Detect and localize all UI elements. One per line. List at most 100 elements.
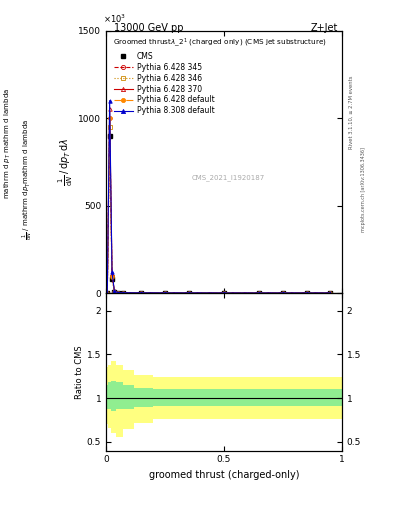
- Pythia 6.428 346: [112, 288, 117, 294]
- Pythia 8.308 default: [107, 98, 112, 104]
- CMS: [116, 290, 120, 296]
- Pythia 6.428 default: [107, 115, 112, 121]
- Pythia 6.428 370: [120, 290, 125, 296]
- CMS: [139, 290, 144, 296]
- Pythia 6.428 370: [105, 290, 110, 296]
- Pythia 8.308 default: [222, 290, 226, 296]
- CMS: [107, 133, 112, 139]
- Line: Pythia 6.428 370: Pythia 6.428 370: [106, 108, 332, 295]
- Pythia 6.428 345: [112, 288, 117, 294]
- X-axis label: groomed thrust (charged-only): groomed thrust (charged-only): [149, 470, 299, 480]
- Pythia 6.428 346: [222, 290, 226, 296]
- Pythia 8.308 default: [186, 290, 191, 296]
- Text: Z+Jet: Z+Jet: [310, 23, 338, 33]
- Pythia 6.428 370: [257, 290, 262, 296]
- Pythia 6.428 default: [112, 288, 117, 294]
- Pythia 6.428 345: [304, 290, 309, 296]
- Pythia 6.428 346: [186, 290, 191, 296]
- Pythia 6.428 345: [222, 290, 226, 296]
- CMS: [120, 290, 125, 296]
- Pythia 8.308 default: [163, 290, 167, 296]
- Pythia 6.428 default: [120, 290, 125, 296]
- Pythia 8.308 default: [304, 290, 309, 296]
- Pythia 6.428 346: [107, 124, 112, 130]
- Pythia 8.308 default: [281, 290, 285, 296]
- Pythia 6.428 default: [281, 290, 285, 296]
- Pythia 6.428 345: [328, 290, 332, 296]
- Pythia 6.428 default: [116, 290, 120, 296]
- Line: Pythia 6.428 346: Pythia 6.428 346: [106, 125, 332, 295]
- CMS: [110, 276, 114, 282]
- Pythia 6.428 346: [110, 274, 114, 281]
- Pythia 6.428 default: [257, 290, 262, 296]
- Y-axis label: Ratio to CMS: Ratio to CMS: [75, 345, 84, 399]
- Pythia 6.428 370: [110, 271, 114, 277]
- CMS: [281, 290, 285, 296]
- Pythia 6.428 345: [163, 290, 167, 296]
- Text: mathrm d²N
mathrm d $p_T$ mathrm d lambda: mathrm d²N mathrm d $p_T$ mathrm d lambd…: [0, 88, 13, 199]
- Pythia 8.308 default: [120, 290, 125, 296]
- Line: Pythia 6.428 345: Pythia 6.428 345: [106, 116, 332, 295]
- Pythia 6.428 370: [222, 290, 226, 296]
- Pythia 6.428 345: [281, 290, 285, 296]
- Pythia 6.428 default: [110, 273, 114, 280]
- Pythia 6.428 default: [139, 290, 144, 296]
- Line: CMS: CMS: [105, 134, 332, 295]
- Pythia 8.308 default: [105, 290, 110, 296]
- Pythia 6.428 345: [107, 115, 112, 121]
- Text: CMS_2021_I1920187: CMS_2021_I1920187: [192, 174, 265, 181]
- Pythia 6.428 default: [328, 290, 332, 296]
- Pythia 6.428 345: [116, 289, 120, 295]
- Y-axis label: $\frac{1}{\mathrm{d}N}\,/\,\mathrm{d}p_T\,\mathrm{d}\lambda$: $\frac{1}{\mathrm{d}N}\,/\,\mathrm{d}p_T…: [57, 138, 75, 186]
- CMS: [105, 290, 110, 296]
- Pythia 6.428 370: [281, 290, 285, 296]
- Pythia 6.428 370: [304, 290, 309, 296]
- Text: Rivet 3.1.10, ≥ 2.7M events: Rivet 3.1.10, ≥ 2.7M events: [349, 76, 354, 150]
- Pythia 6.428 345: [139, 290, 144, 296]
- Pythia 6.428 370: [163, 290, 167, 296]
- Pythia 8.308 default: [328, 290, 332, 296]
- Pythia 6.428 345: [186, 290, 191, 296]
- Pythia 6.428 370: [328, 290, 332, 296]
- Pythia 6.428 346: [120, 290, 125, 296]
- Pythia 6.428 346: [304, 290, 309, 296]
- CMS: [112, 289, 117, 295]
- Pythia 6.428 346: [257, 290, 262, 296]
- Pythia 6.428 346: [163, 290, 167, 296]
- Text: $\times10^3$: $\times10^3$: [103, 13, 127, 25]
- Text: Groomed thrust$\lambda\_2^1$ (charged only) (CMS jet substructure): Groomed thrust$\lambda\_2^1$ (charged on…: [113, 36, 327, 49]
- Pythia 6.428 default: [105, 290, 110, 296]
- Text: $\frac{1}{\mathrm{d}N}$ / mathrm d$p_\mathrm{T}$mathrm d lambda: $\frac{1}{\mathrm{d}N}$ / mathrm d$p_\ma…: [20, 119, 35, 240]
- Pythia 8.308 default: [257, 290, 262, 296]
- CMS: [186, 290, 191, 296]
- Pythia 6.428 345: [110, 272, 114, 279]
- Pythia 8.308 default: [110, 269, 114, 275]
- Pythia 8.308 default: [112, 288, 117, 294]
- CMS: [304, 290, 309, 296]
- Pythia 6.428 370: [107, 106, 112, 113]
- Pythia 6.428 345: [257, 290, 262, 296]
- Text: 13000 GeV pp: 13000 GeV pp: [114, 23, 184, 33]
- Pythia 6.428 346: [328, 290, 332, 296]
- Line: Pythia 6.428 default: Pythia 6.428 default: [106, 116, 332, 295]
- CMS: [328, 290, 332, 296]
- CMS: [163, 290, 167, 296]
- Pythia 6.428 346: [105, 290, 110, 296]
- Pythia 8.308 default: [139, 290, 144, 296]
- Pythia 6.428 345: [120, 290, 125, 296]
- Pythia 6.428 370: [139, 290, 144, 296]
- CMS: [257, 290, 262, 296]
- Pythia 6.428 345: [105, 290, 110, 296]
- Pythia 6.428 346: [281, 290, 285, 296]
- Pythia 6.428 default: [186, 290, 191, 296]
- Pythia 8.308 default: [116, 289, 120, 295]
- Pythia 6.428 370: [186, 290, 191, 296]
- Pythia 6.428 default: [163, 290, 167, 296]
- Line: Pythia 8.308 default: Pythia 8.308 default: [106, 99, 332, 295]
- CMS: [222, 290, 226, 296]
- Pythia 6.428 346: [116, 290, 120, 296]
- Pythia 6.428 346: [139, 290, 144, 296]
- Pythia 6.428 370: [116, 289, 120, 295]
- Pythia 6.428 default: [222, 290, 226, 296]
- Pythia 6.428 370: [112, 288, 117, 294]
